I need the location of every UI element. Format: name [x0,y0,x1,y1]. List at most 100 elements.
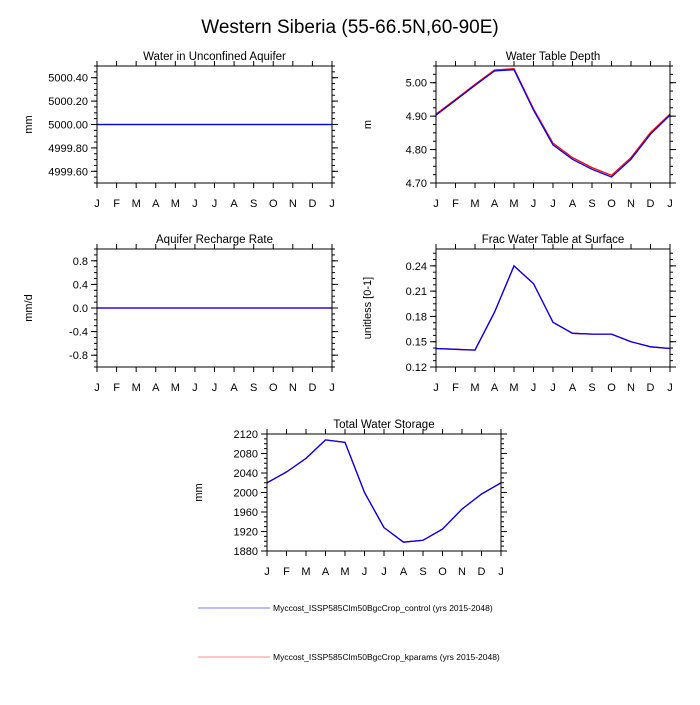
y-tick-label: 1880 [234,546,258,558]
x-tick-label: M [301,566,310,578]
y-tick-label: 0.18 [406,311,427,323]
panel-title: Aquifer Recharge Rate [156,234,273,246]
y-tick-label: 2080 [234,449,258,461]
y-tick-label: 2040 [234,468,258,480]
x-tick-label: S [250,198,257,210]
x-tick-label: J [329,198,335,210]
x-tick-label: M [171,382,180,394]
panel-title: Total Water Storage [333,419,434,431]
y-tick-label: 0.12 [406,362,427,374]
x-tick-label: S [588,382,595,394]
x-tick-label: F [452,382,459,394]
y-tick-label: 2000 [234,488,258,500]
x-tick-label: J [550,198,556,210]
y-tick-label: 0.15 [406,337,427,349]
x-tick-label: S [250,382,257,394]
x-tick-label: J [531,198,537,210]
x-tick-label: J [433,198,439,210]
x-tick-label: J [212,198,218,210]
y-tick-label: 0.8 [73,256,88,268]
panel-title: Water Table Depth [506,51,601,63]
x-tick-label: J [192,382,198,394]
series-line-kparams [435,264,671,351]
plot-frame [266,433,502,552]
x-tick-label: J [362,566,368,578]
series-line-control [435,69,671,178]
x-tick-label: J [433,382,439,394]
panel-title: Frac Water Table at Surface [482,234,625,246]
y-axis-label: m [362,120,374,129]
x-tick-label: J [94,382,100,394]
x-tick-label: A [569,198,577,210]
x-tick-label: J [381,566,387,578]
series-line-control [435,264,671,351]
y-tick-label: 0.4 [73,279,88,291]
plot-frame [96,248,333,368]
y-tick-label: 0.0 [73,303,88,315]
series-line-kparams [435,68,671,177]
x-tick-label: A [230,382,238,394]
y-tick-label: 5.00 [406,78,427,90]
x-tick-label: A [569,382,577,394]
x-tick-label: M [171,198,180,210]
y-tick-label: 4.90 [406,111,427,123]
x-tick-label: J [498,566,504,578]
x-tick-label: J [192,198,198,210]
y-tick-label: 4.70 [406,178,427,190]
y-tick-label: 4999.60 [48,166,88,178]
y-axis-label: unitless [0-1] [362,277,374,339]
x-tick-label: M [470,382,479,394]
x-tick-label: S [419,566,426,578]
x-tick-label: D [308,198,316,210]
x-tick-label: O [607,382,616,394]
x-tick-label: J [329,382,335,394]
x-tick-label: J [212,382,218,394]
y-tick-label: 0.21 [406,286,427,298]
x-tick-label: N [458,566,466,578]
x-tick-label: O [269,382,278,394]
y-tick-label: 5000.40 [48,73,88,85]
y-tick-label: -0.4 [69,327,88,339]
x-tick-label: M [509,198,518,210]
series-line-control [266,439,502,543]
x-tick-label: A [322,566,330,578]
y-tick-label: 0.24 [406,261,427,273]
x-tick-label: M [132,382,141,394]
x-tick-label: D [478,566,486,578]
x-tick-label: N [627,198,635,210]
x-tick-label: A [152,382,160,394]
x-tick-label: M [340,566,349,578]
y-tick-label: 1920 [234,527,258,539]
x-tick-label: A [230,198,238,210]
y-axis-label: mm/d [23,294,35,322]
x-tick-label: D [647,198,655,210]
x-tick-label: M [470,198,479,210]
x-tick-label: J [667,198,673,210]
x-tick-label: D [647,382,655,394]
y-axis-label: mm [23,115,35,133]
plot-frame [435,65,671,184]
x-tick-label: F [283,566,290,578]
y-tick-label: 5000.20 [48,96,88,108]
x-tick-label: O [607,198,616,210]
x-tick-label: A [152,198,160,210]
y-tick-label: 4.80 [406,145,427,157]
legend-label-kparams: Myccost_ISSP585Clm50BgcCrop_kparams (yrs… [273,652,500,662]
x-tick-label: J [264,566,270,578]
y-tick-label: 5000.00 [48,120,88,132]
y-tick-label: -0.8 [69,350,88,362]
x-tick-label: M [132,198,141,210]
panel-title: Water in Unconfined Aquifer [143,51,286,63]
x-tick-label: F [452,198,459,210]
x-tick-label: F [113,382,120,394]
x-tick-label: O [438,566,447,578]
legend-label-control: Myccost_ISSP585Clm50BgcCrop_control (yrs… [273,603,493,613]
plot-frame [96,65,333,184]
plot-frame [435,248,671,368]
x-tick-label: D [308,382,316,394]
